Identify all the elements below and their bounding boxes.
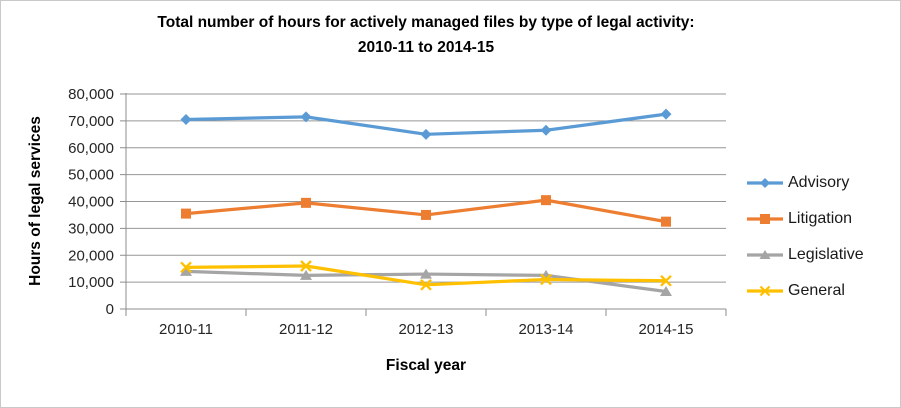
- chart-title-line1: Total number of hours for actively manag…: [157, 14, 695, 31]
- series-marker-advisory: [300, 111, 312, 123]
- legend-item-general: General: [745, 278, 864, 303]
- series-marker-general: [420, 278, 432, 291]
- series-marker-advisory: [540, 124, 552, 136]
- triangle-legend-icon: [747, 249, 783, 259]
- x-tick-label: 2012-13: [398, 321, 453, 338]
- series-marker-legislative: [660, 286, 672, 297]
- y-tick-label: 80,000: [68, 86, 114, 103]
- y-tick-label: 50,000: [68, 167, 114, 184]
- y-tick-label: 20,000: [68, 247, 114, 264]
- series-marker-general: [540, 273, 552, 286]
- legend-label: General: [788, 281, 845, 299]
- series-marker-advisory: [660, 108, 672, 120]
- series-marker-legislative: [300, 269, 312, 280]
- series-marker-legislative: [420, 268, 432, 279]
- x-legend-icon: [747, 285, 783, 296]
- y-axis-title: Hours of legal services: [27, 116, 44, 286]
- x-tick-label: 2013-14: [518, 321, 573, 338]
- legend-label: Litigation: [788, 209, 853, 227]
- diamond-legend-icon: [747, 177, 783, 188]
- x-marker: [759, 285, 771, 296]
- y-tick-label: 0: [106, 301, 114, 318]
- series-marker-advisory: [420, 128, 432, 140]
- series-marker-litigation: [661, 216, 671, 227]
- y-tick-label: 30,000: [68, 220, 114, 237]
- legend-item-advisory: Advisory: [745, 170, 864, 195]
- square-legend-icon: [747, 213, 783, 224]
- triangle-marker: [759, 249, 771, 259]
- y-tick-label: 10,000: [68, 274, 114, 291]
- series-marker-litigation: [181, 208, 191, 219]
- legend-label: Legislative: [788, 245, 864, 263]
- series-marker-general: [660, 274, 672, 287]
- y-tick-label: 60,000: [68, 140, 114, 157]
- x-tick-label: 2010-11: [159, 321, 213, 338]
- series-marker-litigation: [421, 209, 431, 220]
- series-marker-legislative: [180, 265, 192, 276]
- series-marker-general: [180, 261, 192, 274]
- x-axis-title: Fiscal year: [385, 357, 467, 374]
- series-marker-litigation: [301, 197, 311, 208]
- x-tick-label: 2014-15: [638, 321, 693, 338]
- legend-item-litigation: Litigation: [745, 206, 864, 231]
- legend-label: Advisory: [788, 173, 850, 191]
- chart-legend: Advisory Litigation Legislative General: [745, 170, 864, 303]
- y-tick-label: 40,000: [68, 194, 114, 211]
- series-marker-advisory: [180, 114, 192, 126]
- square-marker: [760, 213, 770, 224]
- chart-title-line2: 2010-11 to 2014-15: [357, 39, 495, 56]
- chart-title: Total number of hours for actively manag…: [106, 10, 746, 60]
- diamond-marker: [760, 177, 770, 188]
- series-marker-litigation: [541, 195, 551, 206]
- series-marker-general: [300, 260, 312, 272]
- x-tick-label: 2011-12: [279, 321, 333, 338]
- legend-item-legislative: Legislative: [745, 242, 864, 267]
- y-tick-label: 70,000: [68, 113, 114, 130]
